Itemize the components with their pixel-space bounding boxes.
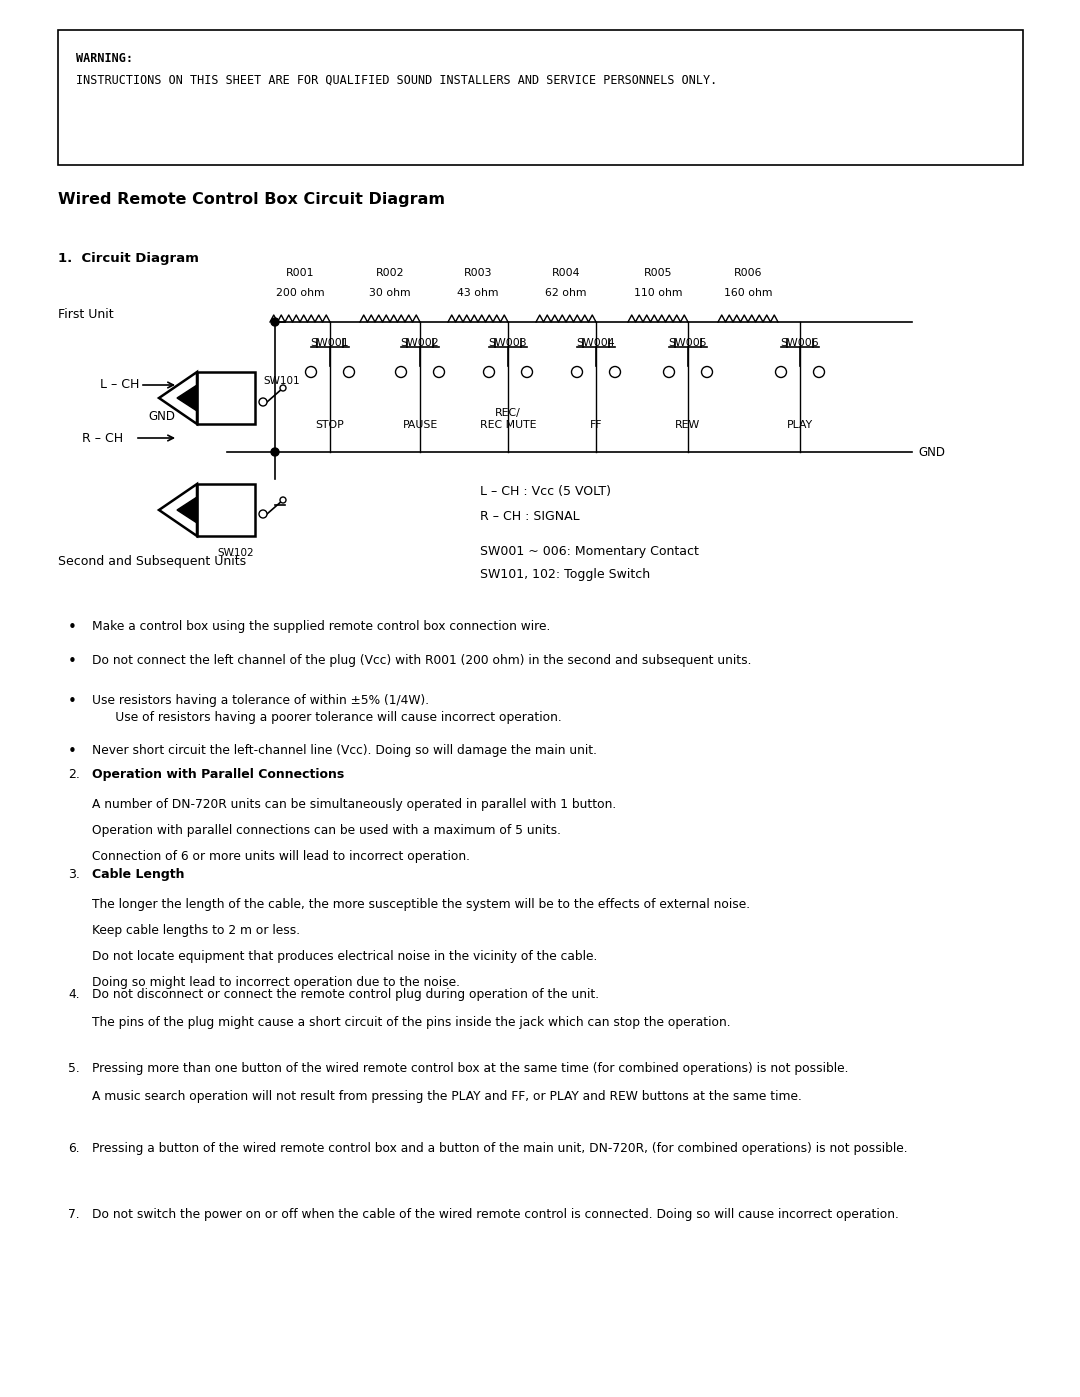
Circle shape [259,398,267,407]
Text: Do not disconnect or connect the remote control plug during operation of the uni: Do not disconnect or connect the remote … [92,988,599,1002]
Text: SW101: SW101 [264,376,299,386]
Text: 5.: 5. [68,1062,80,1076]
Bar [197,372,255,425]
Text: R – CH: R – CH [82,432,123,444]
Circle shape [343,366,354,377]
Text: Cable Length: Cable Length [92,868,185,882]
Text: R001: R001 [286,268,314,278]
Text: SW004: SW004 [577,338,616,348]
Text: Make a control box using the supplied remote control box connection wire.: Make a control box using the supplied re… [92,620,551,633]
Text: SW001: SW001 [311,338,349,348]
Text: SW003: SW003 [488,338,527,348]
Text: SW006: SW006 [781,338,820,348]
Text: •: • [68,745,77,759]
Text: 200 ohm: 200 ohm [275,288,324,298]
Circle shape [702,366,713,377]
Circle shape [609,366,621,377]
Circle shape [395,366,406,377]
Text: •: • [68,694,77,710]
Text: Do not switch the power on or off when the cable of the wired remote control is : Do not switch the power on or off when t… [92,1208,899,1221]
Text: 43 ohm: 43 ohm [457,288,499,298]
Text: Pressing more than one button of the wired remote control box at the same time (: Pressing more than one button of the wir… [92,1062,849,1076]
Polygon shape [159,483,197,536]
Circle shape [306,366,316,377]
Text: Pressing a button of the wired remote control box and a button of the main unit,: Pressing a button of the wired remote co… [92,1141,907,1155]
Text: SW102: SW102 [218,548,254,557]
Text: R – CH : SIGNAL: R – CH : SIGNAL [480,510,580,522]
Circle shape [522,366,532,377]
Circle shape [271,448,279,455]
Text: 160 ohm: 160 ohm [724,288,772,298]
Text: The pins of the plug might cause a short circuit of the pins inside the jack whi: The pins of the plug might cause a short… [92,1016,731,1030]
Text: Operation with Parallel Connections: Operation with Parallel Connections [92,768,345,781]
Text: R003: R003 [463,268,492,278]
Text: SW005: SW005 [669,338,707,348]
Text: WARNING:: WARNING: [76,52,133,66]
Text: Do not locate equipment that produces electrical noise in the vicinity of the ca: Do not locate equipment that produces el… [92,950,597,963]
Text: REC/
REC MUTE: REC/ REC MUTE [480,408,537,430]
Text: INSTRUCTIONS ON THIS SHEET ARE FOR QUALIFIED SOUND INSTALLERS AND SERVICE PERSON: INSTRUCTIONS ON THIS SHEET ARE FOR QUALI… [76,74,717,87]
Text: 3.: 3. [68,868,80,882]
Text: GND: GND [149,409,175,423]
Text: A number of DN-720R units can be simultaneously operated in parallel with 1 butt: A number of DN-720R units can be simulta… [92,798,617,812]
Text: Doing so might lead to incorrect operation due to the noise.: Doing so might lead to incorrect operati… [92,977,460,989]
Circle shape [271,319,279,326]
Circle shape [280,497,286,503]
Text: The longer the length of the cable, the more susceptible the system will be to t: The longer the length of the cable, the … [92,898,751,911]
Text: 110 ohm: 110 ohm [634,288,683,298]
Bar [58,29,1023,165]
Circle shape [663,366,675,377]
Circle shape [433,366,445,377]
Text: Connection of 6 or more units will lead to incorrect operation.: Connection of 6 or more units will lead … [92,849,470,863]
Circle shape [280,386,286,391]
Text: Use resistors having a tolerance of within ±5% (1/4W).
      Use of resistors ha: Use resistors having a tolerance of with… [92,694,562,725]
Circle shape [571,366,582,377]
Text: Second and Subsequent Units: Second and Subsequent Units [58,555,246,569]
Circle shape [484,366,495,377]
Circle shape [775,366,786,377]
Text: STOP: STOP [315,420,345,430]
Text: •: • [68,620,77,636]
Text: 30 ohm: 30 ohm [369,288,410,298]
Text: FF: FF [590,420,603,430]
Text: R005: R005 [644,268,672,278]
Text: SW101, 102: Toggle Switch: SW101, 102: Toggle Switch [480,569,650,581]
Text: L – CH : Vcc (5 VOLT): L – CH : Vcc (5 VOLT) [480,485,611,497]
Text: L – CH: L – CH [100,379,139,391]
Text: 6.: 6. [68,1141,80,1155]
Text: SW001 ~ 006: Momentary Contact: SW001 ~ 006: Momentary Contact [480,545,699,557]
Text: PLAY: PLAY [787,420,813,430]
Circle shape [813,366,824,377]
Text: Never short circuit the left-channel line (Vcc). Doing so will damage the main u: Never short circuit the left-channel lin… [92,745,597,757]
Text: 7.: 7. [68,1208,80,1221]
Text: 4.: 4. [68,988,80,1002]
Text: PAUSE: PAUSE [403,420,437,430]
Text: 62 ohm: 62 ohm [545,288,586,298]
Text: Do not connect the left channel of the plug (Vcc) with R001 (200 ohm) in the sec: Do not connect the left channel of the p… [92,654,752,666]
Text: Operation with parallel connections can be used with a maximum of 5 units.: Operation with parallel connections can … [92,824,561,837]
Text: R002: R002 [376,268,404,278]
Polygon shape [159,372,197,425]
Text: First Unit: First Unit [58,307,113,321]
Text: SW002: SW002 [401,338,440,348]
Circle shape [259,510,267,518]
Bar [197,483,255,536]
Polygon shape [177,386,197,411]
Text: REW: REW [675,420,701,430]
Text: GND: GND [918,446,945,458]
Text: R004: R004 [552,268,580,278]
Text: A music search operation will not result from pressing the PLAY and FF, or PLAY : A music search operation will not result… [92,1090,801,1104]
Text: Wired Remote Control Box Circuit Diagram: Wired Remote Control Box Circuit Diagram [58,191,445,207]
Text: Keep cable lengths to 2 m or less.: Keep cable lengths to 2 m or less. [92,923,300,937]
Polygon shape [177,497,197,522]
Text: •: • [68,654,77,669]
Text: 1.  Circuit Diagram: 1. Circuit Diagram [58,251,199,265]
Text: 2.: 2. [68,768,80,781]
Text: R006: R006 [733,268,762,278]
